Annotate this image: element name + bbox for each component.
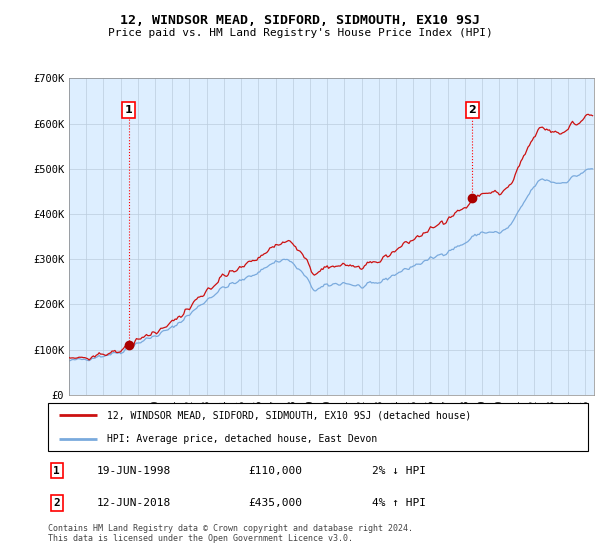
Text: 2: 2 <box>469 105 476 115</box>
Text: £110,000: £110,000 <box>248 465 302 475</box>
Text: Contains HM Land Registry data © Crown copyright and database right 2024.
This d: Contains HM Land Registry data © Crown c… <box>48 524 413 543</box>
Text: 4% ↑ HPI: 4% ↑ HPI <box>372 498 426 508</box>
Text: 2: 2 <box>53 498 60 508</box>
Text: £435,000: £435,000 <box>248 498 302 508</box>
Text: 1: 1 <box>125 105 133 115</box>
Text: 2% ↓ HPI: 2% ↓ HPI <box>372 465 426 475</box>
Text: 1: 1 <box>53 465 60 475</box>
Text: 12, WINDSOR MEAD, SIDFORD, SIDMOUTH, EX10 9SJ: 12, WINDSOR MEAD, SIDFORD, SIDMOUTH, EX1… <box>120 14 480 27</box>
Text: 12-JUN-2018: 12-JUN-2018 <box>97 498 171 508</box>
Text: 12, WINDSOR MEAD, SIDFORD, SIDMOUTH, EX10 9SJ (detached house): 12, WINDSOR MEAD, SIDFORD, SIDMOUTH, EX1… <box>107 410 472 420</box>
Text: Price paid vs. HM Land Registry's House Price Index (HPI): Price paid vs. HM Land Registry's House … <box>107 28 493 38</box>
Text: HPI: Average price, detached house, East Devon: HPI: Average price, detached house, East… <box>107 434 377 444</box>
Text: 19-JUN-1998: 19-JUN-1998 <box>97 465 171 475</box>
FancyBboxPatch shape <box>48 403 588 451</box>
